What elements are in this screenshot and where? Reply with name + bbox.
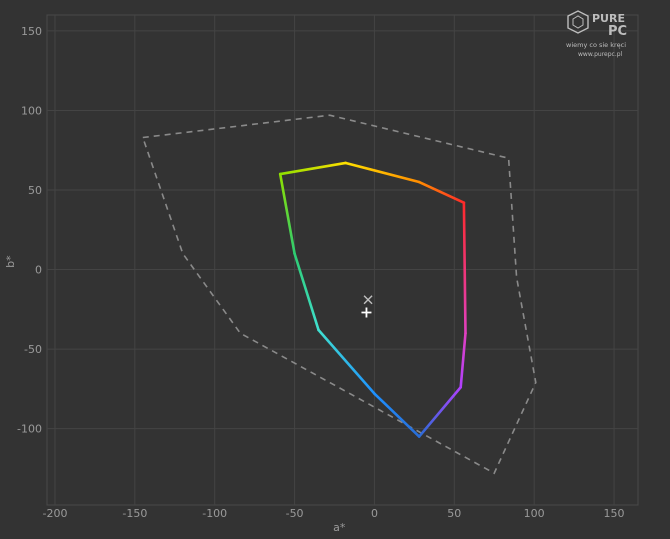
white-point-plus-marker [361,307,372,318]
logo-tagline: wiemy co sie kręci [566,41,626,49]
x-tick-label: -200 [43,507,68,520]
white-point-x-marker [363,295,373,305]
x-tick-label: -50 [286,507,304,520]
measured-gamut-segment [344,161,421,184]
x-tick-label: 150 [604,507,625,520]
x-tick-label: 50 [447,507,461,520]
x-tick-label: 100 [524,507,545,520]
x-axis-label: a* [333,521,346,534]
purepc-logo-icon [567,10,589,34]
y-tick-label: 150 [21,25,42,38]
purepc-logo: PURE PC wiemy co sie kręci www.purepc.pl [566,10,627,58]
y-axis-label: b* [4,255,17,268]
y-tick-label: -50 [24,343,42,356]
measured-gamut-segment [317,328,376,395]
measured-gamut-segment [459,331,467,389]
measured-gamut-segment [417,385,463,438]
measured-gamut-segment [278,161,347,176]
logo-brand-bottom: PC [608,24,627,39]
measured-gamut-segment [462,201,467,335]
logo-url: www.purepc.pl [578,51,623,58]
y-tick-label: 0 [35,264,42,277]
x-tick-label: -100 [202,507,227,520]
y-tick-label: 100 [21,104,42,117]
plot-frame [46,14,639,506]
y-tick-label: -100 [17,423,42,436]
measured-gamut-segment [373,392,421,438]
y-tick-label: 50 [28,184,42,197]
logo-brand-top: PURE [592,12,625,25]
x-tick-label: -150 [122,507,147,520]
measured-gamut-segment [293,252,320,332]
measured-gamut-segment [417,180,466,205]
reference-gamut-line [142,114,537,475]
x-tick-label: 0 [371,507,378,520]
measured-gamut-segment [278,172,296,255]
